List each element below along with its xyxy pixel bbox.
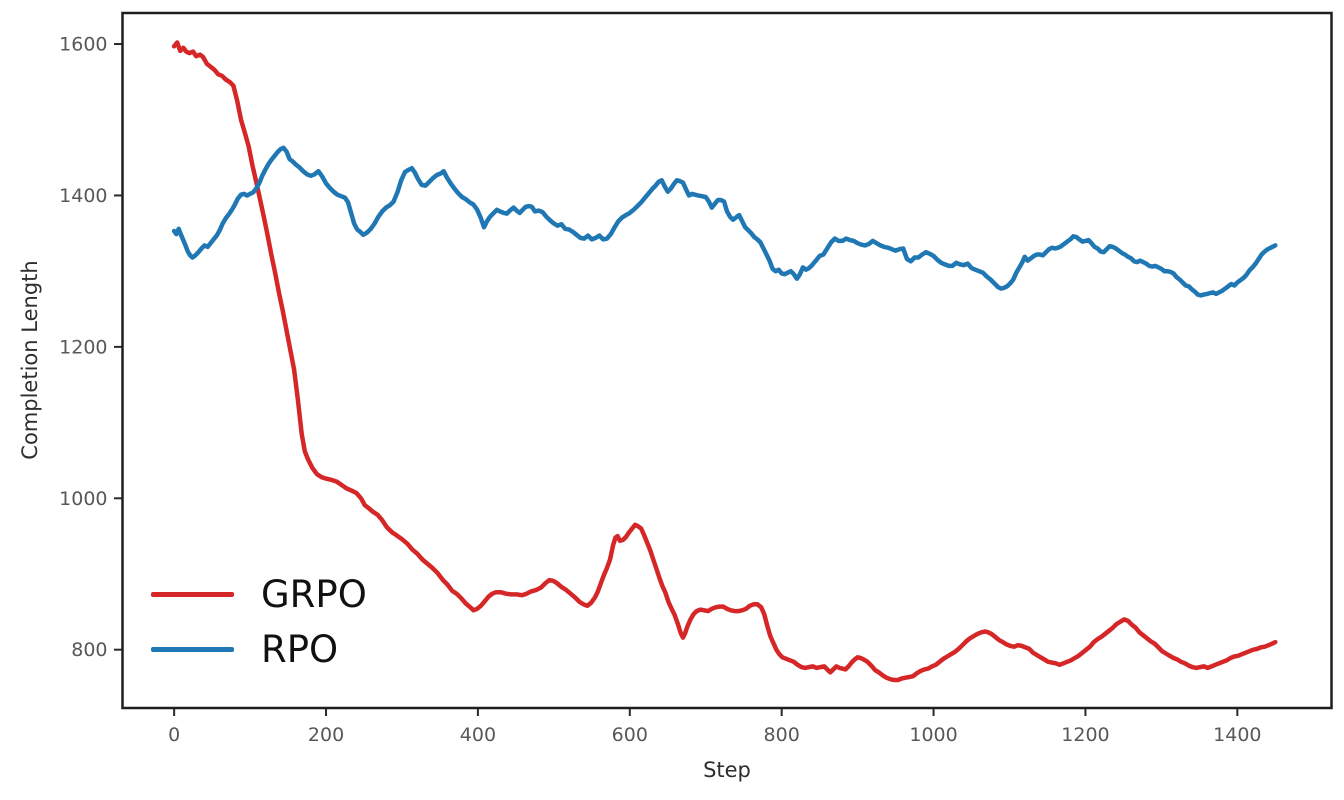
y-tick-label: 1200 [59,336,107,358]
y-tick-label: 1600 [59,34,107,56]
x-tick-label: 0 [168,724,180,746]
legend-label-grpo: GRPO [261,573,367,616]
series-line-rpo [171,145,1278,298]
x-axis-label: Step [703,758,751,782]
y-tick-label: 800 [71,639,107,661]
x-tick-label: 1000 [909,724,957,746]
y-tick-label: 1400 [59,185,107,207]
legend-item-rpo: RPO [151,631,338,668]
axes-spines [121,11,1333,710]
y-axis-label: Completion Length [18,260,42,460]
x-tick-label: 200 [308,724,344,746]
legend-line-grpo-icon [151,592,234,597]
legend-label-rpo: RPO [261,628,339,671]
series-line-grpo [171,40,1278,683]
x-tick-label: 1400 [1213,724,1261,746]
x-tick-label: 1200 [1061,724,1109,746]
legend-line-rpo-icon [151,647,234,652]
x-tick-label: 800 [764,724,800,746]
legend-item-grpo: GRPO [151,576,367,613]
y-tick-label: 1000 [59,488,107,510]
x-tick-label: 400 [460,724,496,746]
x-tick-label: 600 [612,724,648,746]
